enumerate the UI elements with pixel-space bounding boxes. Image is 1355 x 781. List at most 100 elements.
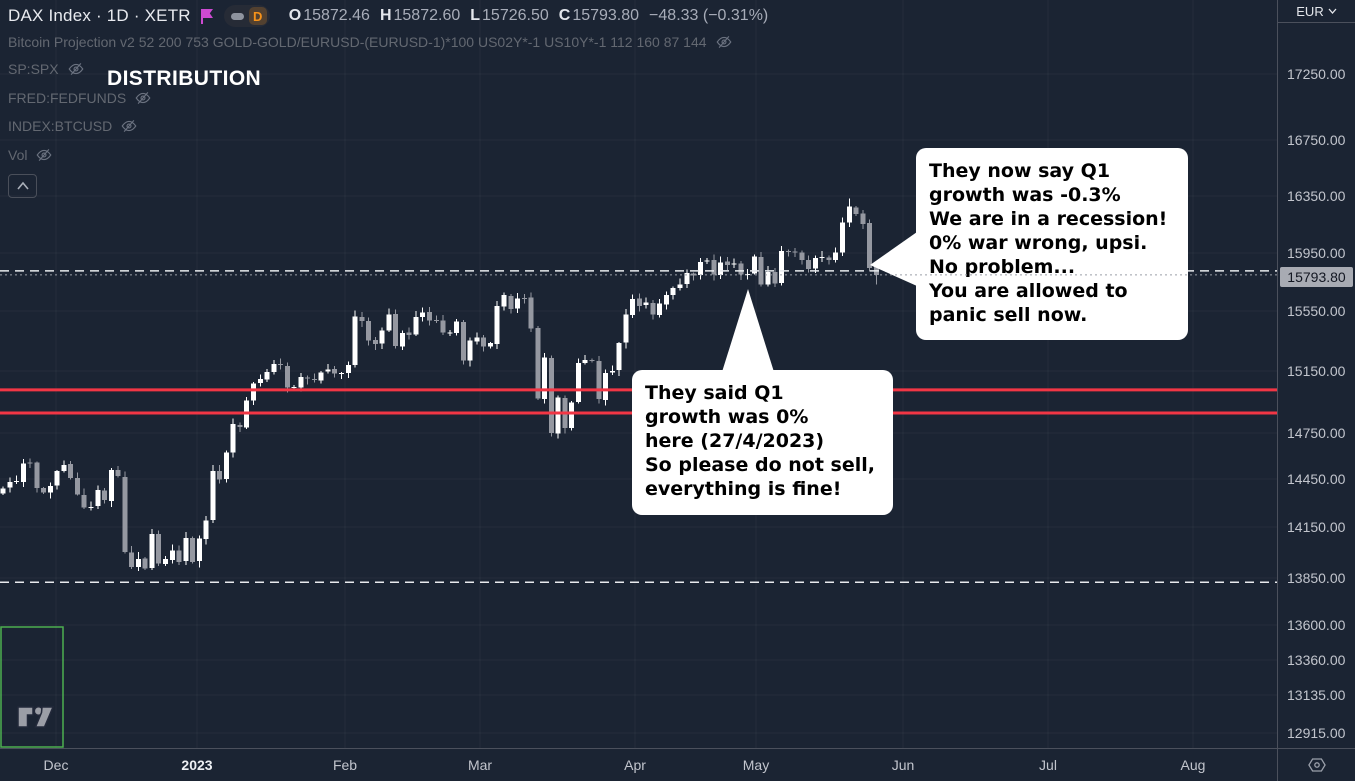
price-axis-label: 14750.00 xyxy=(1287,425,1346,441)
price-axis-label: 16350.00 xyxy=(1287,188,1346,204)
candle xyxy=(575,362,581,402)
candle xyxy=(237,424,243,427)
symbol-title[interactable]: DAX Index · 1D · XETR xyxy=(8,6,191,25)
visibility-off-icon[interactable] xyxy=(715,33,733,51)
candle xyxy=(792,251,798,253)
price-axis-label: 12915.00 xyxy=(1287,725,1346,741)
flag-icon[interactable] xyxy=(200,8,215,25)
price-axis-label: 13850.00 xyxy=(1287,570,1346,586)
candle xyxy=(420,312,426,318)
time-axis-label: Apr xyxy=(624,757,646,773)
gridlines xyxy=(0,0,1277,748)
callout-bubble-bottom[interactable]: They said Q1 growth was 0% here (27/4/2023… xyxy=(632,370,893,515)
main-series-row[interactable]: DAX Index · 1D · XETR D O 15872.46 H 15872… xyxy=(8,4,768,28)
symbol-row-spx[interactable]: SP:SPX xyxy=(8,60,85,78)
low-value: 15726.50 xyxy=(482,7,549,24)
candle xyxy=(14,481,20,483)
candle xyxy=(474,337,480,342)
candle xyxy=(684,272,690,284)
chevron-down-icon xyxy=(1328,8,1337,14)
time-axis[interactable]: Dec 2023 Feb Mar Apr May Jun Jul Aug xyxy=(0,748,1355,781)
candle xyxy=(264,372,270,380)
candle xyxy=(867,223,873,268)
candle xyxy=(41,488,47,493)
candle xyxy=(812,257,818,269)
candle xyxy=(731,263,737,265)
candle xyxy=(210,471,216,520)
study-row[interactable]: Bitcoin Projection v2 52 200 753 GOLD-GO… xyxy=(8,33,733,51)
timeframe-toggle-pill[interactable]: D xyxy=(223,5,270,27)
daily-badge[interactable]: D xyxy=(248,7,267,25)
price-axis[interactable]: EUR 17250.00 16750.00 16350.00 15950.00 1555… xyxy=(1277,0,1355,748)
callout-line: We are in a recession! xyxy=(929,208,1168,230)
candle xyxy=(467,340,473,361)
candle xyxy=(623,314,629,343)
candle xyxy=(772,272,778,284)
candle xyxy=(318,372,324,381)
candle xyxy=(487,343,493,347)
visibility-off-icon[interactable] xyxy=(35,146,53,164)
candle xyxy=(697,262,703,276)
high-value: 15872.60 xyxy=(393,7,461,24)
symbol-label[interactable]: FRED:FEDFUNDS xyxy=(8,90,127,106)
candle xyxy=(345,365,351,373)
candle xyxy=(447,332,453,334)
candle xyxy=(670,288,676,295)
time-axis-label: 2023 xyxy=(181,757,213,773)
candle xyxy=(819,257,825,259)
ohlc-values: O 15872.46 H 15872.60 L 15726.50 C 15793.80 … xyxy=(288,7,769,24)
candle xyxy=(481,337,487,347)
callout-line: You are allowed to xyxy=(929,280,1128,302)
open-value: 15872.46 xyxy=(303,7,370,24)
candle xyxy=(569,402,575,428)
symbol-label[interactable]: Vol xyxy=(8,147,28,163)
candle xyxy=(521,298,527,300)
candle xyxy=(691,273,697,276)
candle xyxy=(257,379,263,383)
callout-line: here (27/4/2023) xyxy=(645,430,825,452)
symbol-label[interactable]: INDEX:BTCUSD xyxy=(8,118,113,134)
chart-pane[interactable] xyxy=(0,0,1277,748)
candle xyxy=(657,303,663,315)
tradingview-logo[interactable] xyxy=(16,700,56,734)
candle xyxy=(440,320,446,333)
visibility-off-icon[interactable] xyxy=(120,117,138,135)
time-axis-label: Jun xyxy=(891,757,915,773)
candle xyxy=(630,298,636,316)
candle xyxy=(839,222,845,253)
candle xyxy=(352,316,358,366)
candle xyxy=(102,490,108,501)
candle xyxy=(203,520,209,539)
candle xyxy=(359,316,365,322)
symbol-row-btcusd[interactable]: INDEX:BTCUSD xyxy=(8,117,138,135)
symbol-label[interactable]: SP:SPX xyxy=(8,61,59,77)
candle xyxy=(278,363,284,366)
candle xyxy=(81,494,87,508)
collapse-legend-button[interactable] xyxy=(8,174,37,198)
scale-settings-icon[interactable] xyxy=(1306,754,1328,776)
price-axis-label: 17250.00 xyxy=(1287,66,1346,82)
candle xyxy=(799,252,805,261)
callout-bubble-top[interactable]: They now say Q1 growth was -0.3% We are in… xyxy=(916,148,1188,340)
candle xyxy=(399,332,405,347)
axis-corner[interactable] xyxy=(1277,749,1355,781)
study-title[interactable]: Bitcoin Projection v2 52 200 753 GOLD-GO… xyxy=(8,34,707,50)
visibility-off-icon[interactable] xyxy=(67,60,85,78)
currency-selector[interactable]: EUR xyxy=(1278,0,1355,23)
callout-line: So please do not sell, xyxy=(645,454,875,476)
price-axis-label: 16750.00 xyxy=(1287,132,1346,148)
time-axis-label: Dec xyxy=(43,757,69,773)
candle xyxy=(122,476,128,552)
candle xyxy=(250,383,256,401)
candle xyxy=(34,462,40,489)
symbol-row-fedfunds[interactable]: FRED:FEDFUNDS xyxy=(8,89,152,107)
callout-line: 0% war wrong, upsi. xyxy=(929,232,1148,254)
projection-box-drawing[interactable] xyxy=(0,626,64,748)
candle xyxy=(826,257,832,261)
candle xyxy=(379,330,385,344)
distribution-text-drawing[interactable]: DISTRIBUTION xyxy=(107,67,262,90)
candle xyxy=(7,481,13,488)
candle xyxy=(0,488,6,494)
visibility-off-icon[interactable] xyxy=(134,89,152,107)
symbol-row-volume[interactable]: Vol xyxy=(8,146,53,164)
